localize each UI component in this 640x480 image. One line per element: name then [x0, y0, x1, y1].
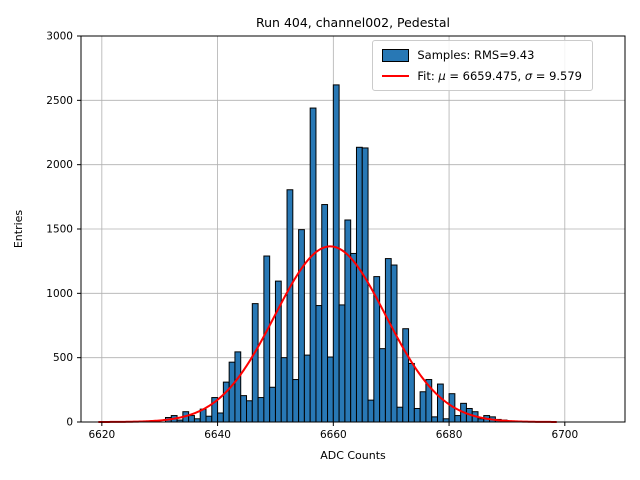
x-tick-label: 6700: [551, 429, 578, 441]
histogram-bar: [298, 229, 305, 423]
histogram-bar: [402, 328, 410, 423]
histogram-bar: [188, 415, 195, 423]
histogram-bar: [350, 252, 357, 423]
histogram-bar: [228, 361, 236, 423]
histogram-bar: [361, 147, 369, 423]
legend-fit-label: Fit: μ = 6659.475, σ = 9.579: [417, 69, 582, 83]
histogram-bar: [327, 356, 334, 423]
gaussian-fit-curve: [97, 245, 558, 423]
histogram-bar: [379, 348, 386, 423]
histogram-bar: [246, 400, 253, 423]
histogram-bar: [292, 379, 300, 423]
histogram-bar: [217, 412, 224, 423]
legend-samples-label: Samples: RMS=9.43: [417, 48, 535, 62]
histogram-bar: [240, 395, 248, 423]
histogram-bar: [280, 357, 288, 423]
y-axis-label: Entries: [12, 210, 25, 249]
histogram-bar: [436, 383, 444, 423]
histogram-bar: [384, 258, 392, 423]
axis-ticks: 6620 6640 6660 6680 6700 0 500 1000 1500 2000 2500…: [46, 31, 578, 442]
samples-swatch-icon: [382, 48, 410, 62]
x-tick-label: 6680: [436, 429, 463, 441]
histogram-bars: [164, 84, 508, 423]
histogram-bar: [367, 399, 375, 423]
histogram-bar: [309, 107, 317, 423]
histogram-bar: [303, 354, 311, 423]
histogram-bar: [234, 351, 242, 423]
legend-entry-samples: Samples: RMS=9.43: [382, 48, 582, 62]
y-tick-label: 1000: [46, 288, 73, 300]
histogram-bar: [390, 264, 398, 423]
legend-entry-fit: Fit: μ = 6659.475, σ = 9.579: [382, 69, 582, 83]
histogram-bar: [251, 303, 259, 423]
histogram-bar: [257, 397, 265, 423]
histogram-bar: [315, 305, 323, 423]
histogram-bar: [222, 381, 230, 423]
chart-title: Run 404, channel002, Pedestal: [256, 15, 450, 30]
histogram-bar: [454, 415, 462, 423]
y-tick-label: 500: [53, 352, 73, 364]
histogram-bar: [344, 219, 352, 423]
histogram-bar: [396, 406, 404, 423]
histogram-bar: [332, 84, 340, 423]
y-tick-label: 1500: [46, 224, 73, 236]
histogram-bar: [413, 407, 421, 423]
histogram-bar: [263, 255, 271, 423]
fit-line-icon: [382, 70, 410, 83]
y-tick-label: 2000: [46, 159, 73, 171]
histogram-bar: [431, 416, 438, 423]
legend-box: Samples: RMS=9.43 Fit: μ = 6659.475, σ =…: [372, 40, 593, 91]
histogram-bar: [321, 204, 329, 423]
histogram-bar: [355, 146, 363, 423]
histogram-bar: [419, 391, 427, 423]
y-tick-label: 2500: [46, 95, 73, 107]
histogram-bar: [205, 415, 213, 423]
x-tick-label: 6640: [204, 429, 231, 441]
y-tick-label: 0: [66, 417, 73, 429]
x-axis-label: ADC Counts: [320, 449, 386, 462]
histogram-bar: [269, 386, 276, 423]
x-tick-label: 6660: [320, 429, 347, 441]
y-tick-label: 3000: [46, 31, 73, 43]
fit-curve-path: [97, 245, 558, 423]
histogram-bar: [286, 189, 294, 423]
histogram-bar: [338, 304, 346, 423]
histogram-bar: [274, 280, 282, 423]
x-tick-label: 6620: [88, 429, 115, 441]
histogram-bar: [408, 362, 415, 423]
